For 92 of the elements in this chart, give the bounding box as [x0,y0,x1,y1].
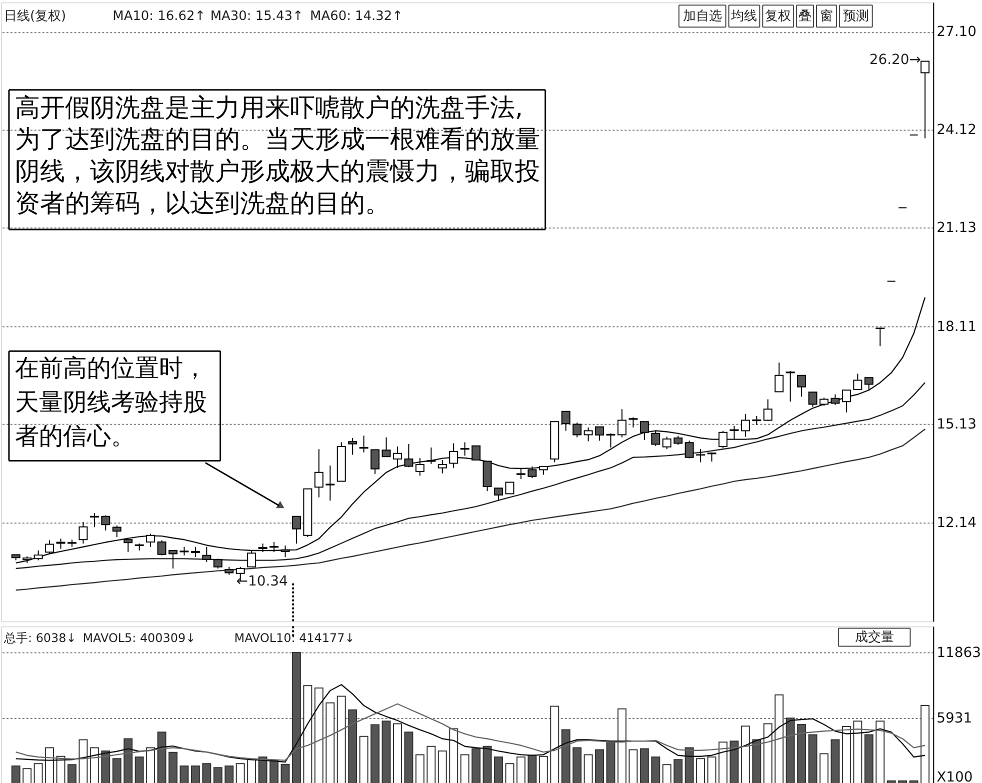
candlestick [280,545,290,558]
candlestick [359,435,368,453]
annotation: 成交量 [854,629,894,646]
candlestick [740,414,750,438]
annotation: MA30: 15.43↑ [210,9,304,24]
candlestick [584,427,593,442]
candlestick [640,421,649,440]
candlestick [292,516,301,544]
candlestick [90,512,99,528]
candlestick [190,546,200,558]
candlestick [628,416,638,428]
annotation: 高开假阴洗盘是主力用来吓唬散户的洗盘手法,为了达到洗盘的目的。当天形成一根难看的放量阴线，该阴线对散户形成极大的震慑力，骗取投资者的筹码，以达到洗盘的目的。 [14,92,540,218]
candlestick [606,432,616,448]
candlestick [505,482,514,494]
y-tick-label: 18.11 [936,318,977,335]
annotation: 叠 [798,9,812,24]
candlestick [797,374,806,398]
candlestick [830,394,840,406]
candlestick [494,488,503,502]
candlestick [651,430,660,446]
candlestick [561,410,570,432]
candlestick [516,468,526,480]
candlestick [718,430,728,449]
candlestick [202,546,212,562]
candlestick [348,437,358,456]
annotation: MAVOL10: 414177↓ [234,631,355,646]
line-series [15,296,926,564]
candlestick [415,458,424,476]
candlestick [247,550,256,568]
annotation: MA60: 14.32↑ [310,9,403,24]
annotation: 总手: 6038↓ [2,631,76,646]
candlestick [326,465,335,502]
candlestick [662,436,672,450]
candlestick [56,538,66,550]
candlestick [763,398,772,422]
y-tick-label: 21.13 [936,220,977,236]
candlestick [45,540,54,554]
candlestick [314,448,324,498]
candlestick [730,425,739,440]
candlestick [864,377,874,391]
annotation: 日线(复权) [4,9,66,24]
candlestick [370,449,380,475]
y-tick-label: 5931 [936,710,972,727]
candlestick [876,328,885,347]
annotation: ←10.34 [236,573,288,590]
candlestick [213,558,222,570]
candlestick [920,60,930,139]
annotation: 预测 [842,9,869,24]
candlestick [124,538,133,553]
candlestick [157,540,166,556]
candlestick [472,445,481,460]
candlestick [438,459,447,474]
candlestick [112,525,122,538]
annotation: 均线 [730,9,758,24]
candlestick [842,390,851,413]
annotation: 窗 [820,8,833,24]
candlestick [674,435,683,446]
candlestick [684,440,694,459]
y-tick-label: X100 [936,769,973,783]
candlestick [78,521,88,544]
line-series [15,382,926,570]
candlestick [270,541,279,553]
annotation: MAVOL5: 400309↓ [82,631,196,646]
candlestick [808,392,818,408]
annotation: 在前高的位置时，天量阴线考验持股者的信心。 [14,354,207,450]
candlestick [426,447,436,464]
annotation: 26.20→ [869,52,921,68]
candlestick [595,426,604,442]
y-tick-label: 11863 [936,644,981,661]
y-tick-label: 27.10 [936,24,977,40]
annotation: MA10: 16.62↑ [112,9,206,24]
candlestick [696,448,706,463]
candlestick [404,443,414,468]
candlestick [101,514,110,531]
candlestick [617,408,626,438]
annotation: 加自选 [682,9,722,24]
candlestick [146,533,156,548]
annotation: 复权 [765,9,792,24]
candlestick [460,442,470,456]
candlestick [34,550,43,561]
candlestick [528,466,537,478]
candlestick [786,370,795,402]
candlestick [774,362,784,392]
y-tick-label: 24.12 [936,122,977,138]
candlestick [392,446,402,468]
candlestick [168,550,178,570]
candlestick [382,436,391,458]
candlestick [853,373,862,391]
y-tick-label: 12.14 [936,514,977,531]
y-tick-label: 15.13 [936,416,977,433]
candlestick [572,422,582,438]
candlestick [449,442,458,468]
